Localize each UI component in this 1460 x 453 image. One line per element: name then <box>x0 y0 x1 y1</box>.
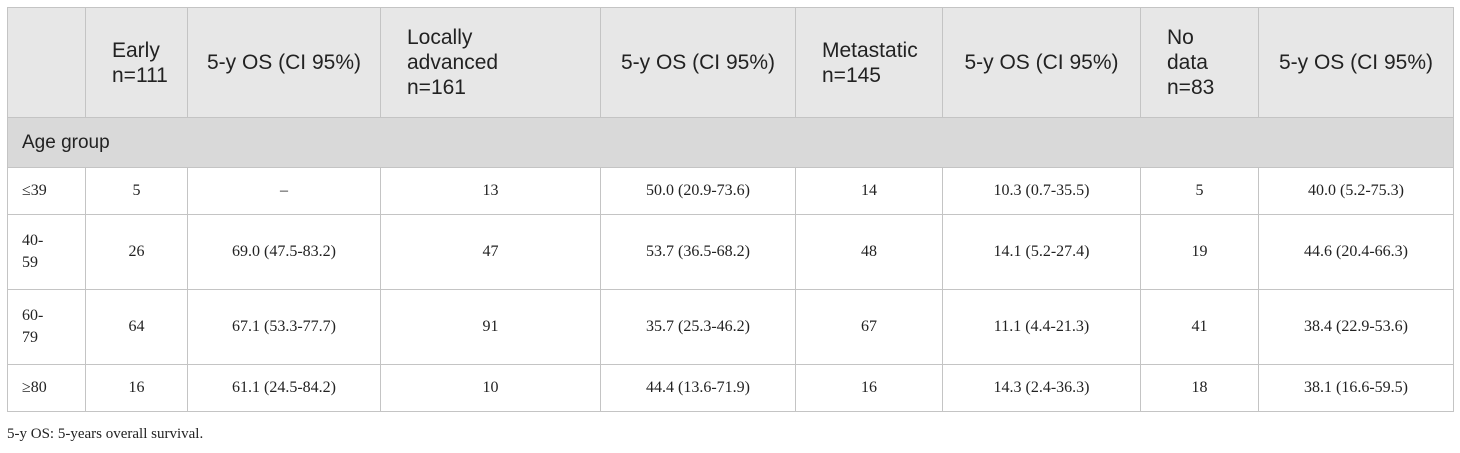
cell: 44.4 (13.6-71.9) <box>600 364 796 412</box>
row-label-cell: ≥80 <box>7 364 86 412</box>
data-table: Early n=111 5-y OS (CI 95%) Locally advanc… <box>7 7 1454 412</box>
data-row: ≤39 5–13 50.0 (20.9-73.6) 14 10.3 (0.7-35.5)… <box>7 167 1454 215</box>
cell: 16 <box>795 364 943 412</box>
cell: 26 <box>85 214 188 290</box>
cell: 38.1 (16.6-59.5) <box>1258 364 1454 412</box>
cell: 91 <box>380 289 601 365</box>
cell: 5 <box>85 167 188 215</box>
cell: 41 <box>1140 289 1259 365</box>
column-header: 5-y OS (CI 95%) <box>600 7 796 118</box>
cell: 11.1 (4.4-21.3) <box>942 289 1141 365</box>
data-row: ≥80 16 61.1 (24.5-84.2) 10 44.4 (13.6-71.9) 1… <box>7 364 1454 412</box>
row-label-cell: 60-79 <box>7 289 86 365</box>
cell: 38.4 (22.9-53.6) <box>1258 289 1454 365</box>
row-label-cell: ≤39 <box>7 167 86 215</box>
row-label: ≥80 <box>22 379 47 396</box>
cell: 47 <box>380 214 601 290</box>
cell: 14.1 (5.2-27.4) <box>942 214 1141 290</box>
cell: 13 <box>380 167 601 215</box>
cell: 14.3 (2.4-36.3) <box>942 364 1141 412</box>
section-label: Age group <box>7 117 1454 168</box>
cell: 50.0 (20.9-73.6) <box>600 167 796 215</box>
cell: 19 <box>1140 214 1259 290</box>
row-label: 60-79 <box>22 307 44 346</box>
cell: 67 <box>795 289 943 365</box>
column-header: Metastatic n=145 <box>795 7 943 118</box>
section-row: Age group <box>7 117 1454 168</box>
cell: 53.7 (36.5-68.2) <box>600 214 796 290</box>
cell: 40.0 (5.2-75.3) <box>1258 167 1454 215</box>
cell: 35.7 (25.3-46.2) <box>600 289 796 365</box>
cell: 16 <box>85 364 188 412</box>
cell: 48 <box>795 214 943 290</box>
cell: 14 <box>795 167 943 215</box>
column-header: 5-y OS (CI 95%) <box>187 7 381 118</box>
row-label-cell: 40-59 <box>7 214 86 290</box>
cell: 67.1 (53.3-77.7) <box>187 289 381 365</box>
header-row: Early n=111 5-y OS (CI 95%) Locally advanc… <box>7 7 1454 118</box>
column-header: Locally advanced n=161 <box>380 7 601 118</box>
column-header: 5-y OS (CI 95%) <box>942 7 1141 118</box>
table-body: Age group ≤39 5–13 50.0 (20.9-73.6) 14 10.3 (… <box>7 117 1454 412</box>
column-header <box>7 7 86 118</box>
row-label: ≤39 <box>22 182 47 199</box>
cell: 44.6 (20.4-66.3) <box>1258 214 1454 290</box>
column-header: No data n=83 <box>1140 7 1259 118</box>
cell: 61.1 (24.5-84.2) <box>187 364 381 412</box>
data-row: 60-79 64 67.1 (53.3-77.7) 91 35.7 (25.3-46.2… <box>7 289 1454 365</box>
footnote: 5-y OS: 5-years overall survival. <box>7 426 204 442</box>
cell: 18 <box>1140 364 1259 412</box>
cell: 10 <box>380 364 601 412</box>
data-row: 40-59 26 69.0 (47.5-83.2) 47 53.7 (36.5-68.2… <box>7 214 1454 290</box>
column-header: Early n=111 <box>85 7 188 118</box>
cell: – <box>187 167 381 215</box>
row-label: 40-59 <box>22 232 44 271</box>
cell: 69.0 (47.5-83.2) <box>187 214 381 290</box>
column-header: 5-y OS (CI 95%) <box>1258 7 1454 118</box>
cell: 5 <box>1140 167 1259 215</box>
cell: 10.3 (0.7-35.5) <box>942 167 1141 215</box>
cell: 64 <box>85 289 188 365</box>
